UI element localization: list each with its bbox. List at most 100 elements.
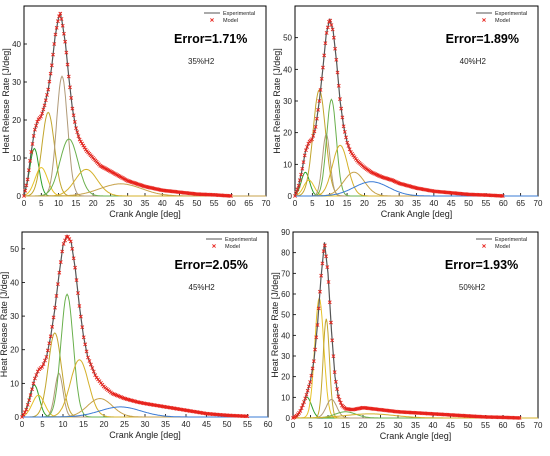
- model-point: [297, 178, 302, 183]
- model-point: [304, 148, 308, 153]
- model-point: [63, 238, 67, 243]
- y-tick-label: 30: [10, 312, 19, 321]
- y-tick-label: 50: [10, 245, 19, 254]
- y-tick-label: 30: [12, 78, 21, 87]
- x-tick-label: 0: [291, 421, 296, 430]
- model-point: [293, 194, 297, 198]
- model-point: [59, 17, 64, 21]
- x-tick-label: 25: [120, 420, 129, 429]
- model-point: [500, 194, 505, 198]
- x-tick-label: 15: [71, 199, 80, 208]
- x-tick-label: 55: [481, 421, 490, 430]
- case-annotation: 35%H2: [188, 57, 215, 66]
- model-point: [53, 32, 58, 37]
- model-point: [51, 52, 55, 57]
- model-point: [305, 388, 310, 393]
- model-point: [68, 239, 73, 244]
- component-curve: [21, 394, 268, 418]
- y-tick-label: 40: [12, 40, 21, 49]
- x-tick-label: 0: [20, 420, 25, 429]
- x-tick-label: 40: [158, 199, 167, 208]
- model-point: [48, 334, 53, 339]
- legend-model-label: Model: [495, 244, 510, 250]
- x-tick-label: 15: [341, 421, 350, 430]
- model-point: [304, 392, 309, 397]
- model-point: [50, 324, 55, 329]
- model-point: [31, 134, 36, 138]
- y-tick-label: 0: [288, 192, 293, 201]
- y-tick-label: 40: [10, 278, 19, 287]
- model-point: [67, 237, 72, 241]
- model-point: [331, 35, 336, 40]
- component-curve: [295, 89, 538, 197]
- model-point: [307, 384, 311, 389]
- y-tick-label: 0: [17, 192, 22, 201]
- model-point: [340, 115, 345, 120]
- x-tick-label: 30: [123, 199, 132, 208]
- model-point: [75, 130, 80, 135]
- legend-model-label: Model: [223, 18, 238, 24]
- model-point: [347, 147, 352, 152]
- model-point: [345, 140, 350, 145]
- x-tick-label: 35: [141, 199, 150, 208]
- model-point: [72, 119, 77, 124]
- model-point: [316, 306, 321, 311]
- model-point: [34, 373, 39, 377]
- model-point: [336, 83, 341, 88]
- legend-model-label: Model: [495, 18, 510, 24]
- model-point: [333, 379, 338, 384]
- y-tick-label: 70: [281, 269, 290, 278]
- model-point: [54, 25, 59, 30]
- model-point: [26, 168, 31, 173]
- model-point: [24, 407, 29, 412]
- model-point: [64, 50, 69, 55]
- component-curve: [24, 75, 266, 197]
- y-tick-label: 10: [283, 160, 292, 169]
- model-point: [88, 362, 93, 367]
- y-tick-label: 20: [10, 346, 19, 355]
- model-point: [62, 31, 66, 36]
- model-point: [20, 415, 24, 419]
- model-point: [310, 137, 314, 142]
- model-point: [299, 172, 303, 177]
- chart-panel-3: 0 5 10 15 20 25 30 35 40 45 50 55 60 0 10 20 30 40 50 Crank…: [0, 231, 273, 440]
- model-point: [245, 414, 250, 419]
- model-point: [313, 125, 318, 129]
- model-point: [326, 280, 331, 284]
- y-tick-label: 0: [15, 413, 20, 422]
- model-point: [330, 27, 335, 32]
- x-tick-label: 55: [481, 199, 490, 208]
- model-point: [32, 127, 37, 132]
- model-point: [93, 373, 98, 378]
- model-point: [35, 369, 40, 374]
- model-point: [311, 359, 316, 364]
- model-point: [321, 65, 325, 70]
- legend-experimental-label: Experimental: [495, 237, 527, 243]
- model-point: [58, 260, 63, 265]
- model-point: [71, 113, 76, 118]
- model-point: [80, 325, 85, 330]
- model-point: [316, 107, 321, 112]
- x-tick-label: 20: [89, 199, 98, 208]
- x-tick-label: 10: [325, 199, 334, 208]
- model-point: [66, 234, 70, 239]
- x-axis-label: Crank Angle [deg]: [381, 209, 453, 219]
- y-tick-label: 90: [281, 228, 290, 237]
- model-point: [315, 323, 320, 327]
- model-point: [499, 193, 504, 198]
- model-point: [325, 25, 330, 30]
- x-tick-label: 25: [377, 199, 386, 208]
- model-point: [314, 116, 319, 121]
- case-annotation: 40%H2: [460, 57, 487, 66]
- y-tick-label: 20: [12, 116, 21, 125]
- model-point: [73, 265, 78, 270]
- model-point: [24, 183, 29, 188]
- x-tick-label: 5: [310, 199, 315, 208]
- y-tick-label: 10: [12, 154, 21, 163]
- model-point: [302, 400, 306, 404]
- model-point: [319, 76, 324, 81]
- model-point: [335, 70, 340, 75]
- model-point: [86, 355, 90, 360]
- model-point: [323, 41, 328, 46]
- x-tick-label: 60: [264, 420, 273, 429]
